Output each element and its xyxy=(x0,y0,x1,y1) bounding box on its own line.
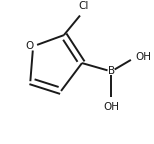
Text: Cl: Cl xyxy=(78,1,89,11)
Text: OH: OH xyxy=(135,52,151,62)
Text: B: B xyxy=(108,66,115,76)
Text: OH: OH xyxy=(103,102,119,112)
Text: O: O xyxy=(25,41,33,51)
